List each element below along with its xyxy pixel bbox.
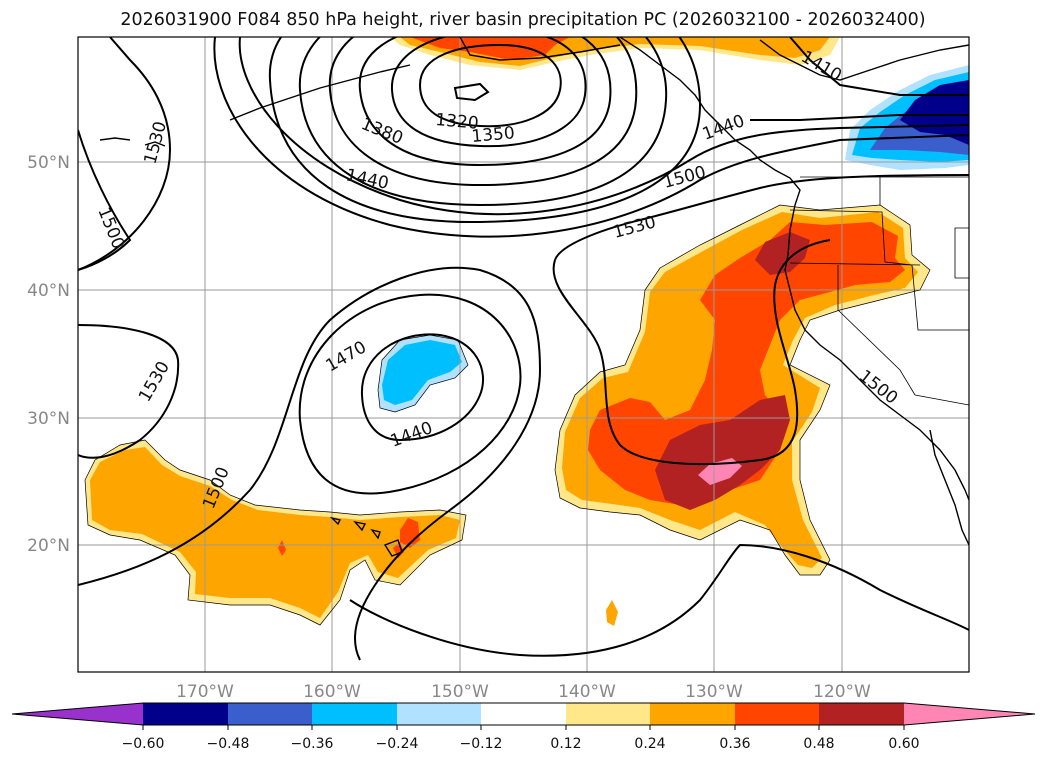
colorbar-bin — [143, 703, 228, 725]
contour-label: 1320 — [435, 110, 480, 134]
longitude-labels: 170°W 160°W 150°W 140°W 130°W 120°W — [176, 682, 871, 702]
lat-label: 20°N — [27, 536, 70, 556]
colorbar-tick-label: 0.24 — [634, 736, 665, 752]
contour-label: 1350 — [471, 123, 516, 147]
colorbar-tick-label: 0.48 — [803, 736, 834, 752]
colorbar-tick-label: −0.48 — [207, 736, 250, 752]
colorbar-bin — [312, 703, 397, 725]
colorbar-bin — [735, 703, 819, 725]
colorbar-tick-label: 0.60 — [888, 736, 919, 752]
colorbar-tick-label: −0.24 — [376, 736, 419, 752]
colorbar-bin — [228, 703, 312, 725]
coastlines — [99, 37, 969, 546]
colorbar-tick-label: 0.36 — [719, 736, 750, 752]
colorbar-extend-high — [904, 703, 1035, 725]
colorbar-bin — [819, 703, 904, 725]
lat-label: 30°N — [27, 409, 70, 429]
lon-label: 170°W — [176, 682, 234, 702]
shade-048-coast — [755, 232, 810, 275]
lon-label: 150°W — [431, 682, 489, 702]
lon-label: 120°W — [813, 682, 871, 702]
lon-label: 160°W — [303, 682, 361, 702]
colorbar-extend-low — [12, 703, 143, 725]
height-contours — [78, 37, 969, 661]
map-area: 1410 1320 1350 1380 1440 1530 1500 1440 … — [78, 37, 969, 672]
colorbar: −0.60 −0.48 −0.36 −0.24 −0.12 0.12 0.24 … — [11, 702, 1036, 752]
lat-label: 50°N — [27, 153, 70, 173]
colorbar-ticks — [142, 725, 905, 730]
precip-band-west — [85, 440, 618, 626]
colorbar-bin — [397, 703, 481, 725]
precip-negative-low — [378, 335, 468, 412]
lon-label: 130°W — [685, 682, 743, 702]
colorbar-tick-label: −0.36 — [291, 736, 334, 752]
map-frame — [77, 36, 970, 673]
colorbar-bin — [566, 703, 650, 725]
lat-label: 40°N — [27, 281, 70, 301]
colorbar-tick-label: 0.12 — [550, 736, 581, 752]
precip-plume-east — [555, 205, 930, 575]
colorbar-tick-label: −0.12 — [460, 736, 503, 752]
latitude-labels: 50°N 40°N 30°N 20°N — [27, 153, 70, 556]
shade-060 — [698, 458, 742, 485]
anomaly-outlines — [84, 204, 931, 626]
colorbar-tick-label: −0.60 — [122, 736, 165, 752]
lon-label: 140°W — [558, 682, 616, 702]
political-borders — [789, 176, 969, 406]
colorbar-bin — [481, 703, 566, 725]
shade-048 — [655, 395, 790, 510]
map-title: 2026031900 F084 850 hPa height, river ba… — [120, 10, 925, 30]
colorbar-bin — [650, 703, 735, 725]
shade-024-w — [90, 447, 460, 618]
shade-036-w — [400, 518, 420, 548]
shade-036 — [588, 222, 905, 505]
